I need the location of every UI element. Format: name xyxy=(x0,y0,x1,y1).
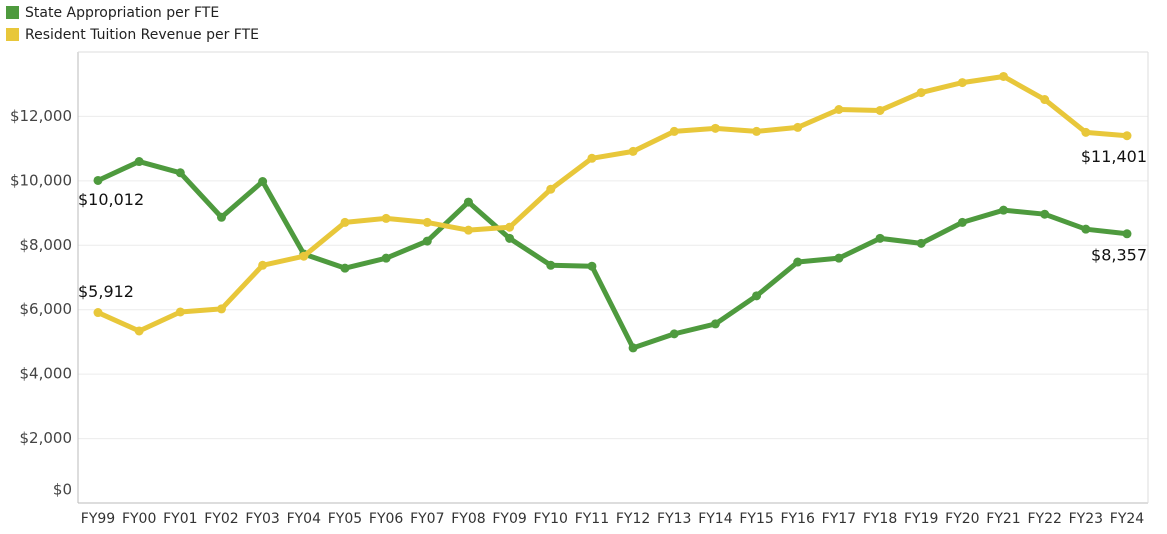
data-point xyxy=(93,308,103,318)
data-point xyxy=(916,88,926,98)
data-point xyxy=(216,304,226,314)
data-point xyxy=(1081,127,1091,137)
data-point xyxy=(1122,229,1132,239)
data-point xyxy=(834,105,844,115)
data-point xyxy=(381,213,391,223)
x-tick-label: FY21 xyxy=(986,511,1020,527)
data-point xyxy=(793,122,803,132)
y-tick-label: $0 xyxy=(53,481,72,499)
x-tick-label: FY05 xyxy=(328,511,362,527)
data-point xyxy=(752,126,762,136)
x-tick-label: FY14 xyxy=(698,511,733,527)
data-point xyxy=(546,184,556,194)
data-point xyxy=(957,78,967,88)
series-line xyxy=(96,159,1128,351)
data-point xyxy=(463,197,473,207)
y-tick-label: $8,000 xyxy=(20,236,73,254)
data-point xyxy=(710,123,720,133)
x-tick-label: FY16 xyxy=(781,511,816,527)
data-point xyxy=(834,253,844,263)
x-tick-label: FY99 xyxy=(81,511,115,527)
data-point xyxy=(422,217,432,227)
legend-swatch xyxy=(6,28,19,41)
x-tick-label: FY24 xyxy=(1110,511,1145,527)
data-point xyxy=(957,217,967,227)
x-tick-label: FY08 xyxy=(451,511,485,527)
series-line xyxy=(96,73,1128,334)
data-point xyxy=(1122,131,1132,141)
x-tick-label: FY01 xyxy=(163,511,197,527)
data-point xyxy=(258,177,268,187)
x-tick-label: FY03 xyxy=(245,511,279,527)
x-tick-label: FY19 xyxy=(904,511,938,527)
data-point xyxy=(669,329,679,339)
x-tick-label: FY10 xyxy=(534,511,568,527)
value-label: $10,012 xyxy=(78,190,144,209)
data-point xyxy=(916,238,926,248)
y-tick-label: $4,000 xyxy=(20,365,73,383)
value-label: $11,401 xyxy=(1081,147,1147,166)
data-point xyxy=(463,225,473,235)
x-tick-label: FY22 xyxy=(1027,511,1061,527)
x-tick-label: FY00 xyxy=(122,511,156,527)
x-tick-label: FY18 xyxy=(863,511,897,527)
x-tick-label: FY09 xyxy=(492,511,526,527)
data-point xyxy=(669,126,679,136)
data-point xyxy=(134,157,144,167)
value-label: $5,912 xyxy=(78,282,134,301)
x-tick-label: FY06 xyxy=(369,511,404,527)
x-tick-label: FY11 xyxy=(575,511,609,527)
data-point xyxy=(587,261,597,271)
y-tick-label: $10,000 xyxy=(10,171,72,189)
data-point xyxy=(258,260,268,270)
data-point xyxy=(340,263,350,273)
data-point xyxy=(793,257,803,267)
data-point xyxy=(1081,224,1091,234)
y-tick-label: $6,000 xyxy=(20,300,73,318)
data-point xyxy=(175,307,185,317)
x-tick-label: FY04 xyxy=(287,511,322,527)
data-point xyxy=(546,260,556,270)
y-tick-label: $12,000 xyxy=(10,107,72,125)
data-point xyxy=(381,253,391,263)
data-point xyxy=(628,343,638,353)
x-tick-label: FY02 xyxy=(204,511,238,527)
x-tick-label: FY07 xyxy=(410,511,444,527)
data-point xyxy=(422,236,432,246)
x-tick-label: FY17 xyxy=(822,511,856,527)
data-point xyxy=(134,326,144,336)
data-point xyxy=(999,71,1009,81)
data-point xyxy=(175,168,185,178)
data-point xyxy=(628,146,638,156)
data-point xyxy=(216,212,226,222)
x-tick-label: FY20 xyxy=(945,511,979,527)
legend-label: State Appropriation per FTE xyxy=(25,5,219,21)
data-point xyxy=(505,233,515,243)
data-point xyxy=(875,233,885,243)
x-tick-label: FY15 xyxy=(739,511,773,527)
x-tick-label: FY12 xyxy=(616,511,650,527)
data-point xyxy=(93,175,103,185)
data-point xyxy=(1040,95,1050,105)
data-point xyxy=(587,153,597,163)
legend-label: Resident Tuition Revenue per FTE xyxy=(25,27,259,43)
y-tick-label: $2,000 xyxy=(20,429,73,447)
data-point xyxy=(752,291,762,301)
data-point xyxy=(710,319,720,329)
x-tick-label: FY13 xyxy=(657,511,691,527)
x-tick-label: FY23 xyxy=(1069,511,1103,527)
data-point xyxy=(505,222,515,232)
data-point xyxy=(299,251,309,261)
value-label: $8,357 xyxy=(1091,245,1147,264)
data-point xyxy=(1040,209,1050,219)
data-point xyxy=(875,105,885,115)
legend-swatch xyxy=(6,6,19,19)
data-point xyxy=(999,205,1009,215)
data-point xyxy=(340,217,350,227)
